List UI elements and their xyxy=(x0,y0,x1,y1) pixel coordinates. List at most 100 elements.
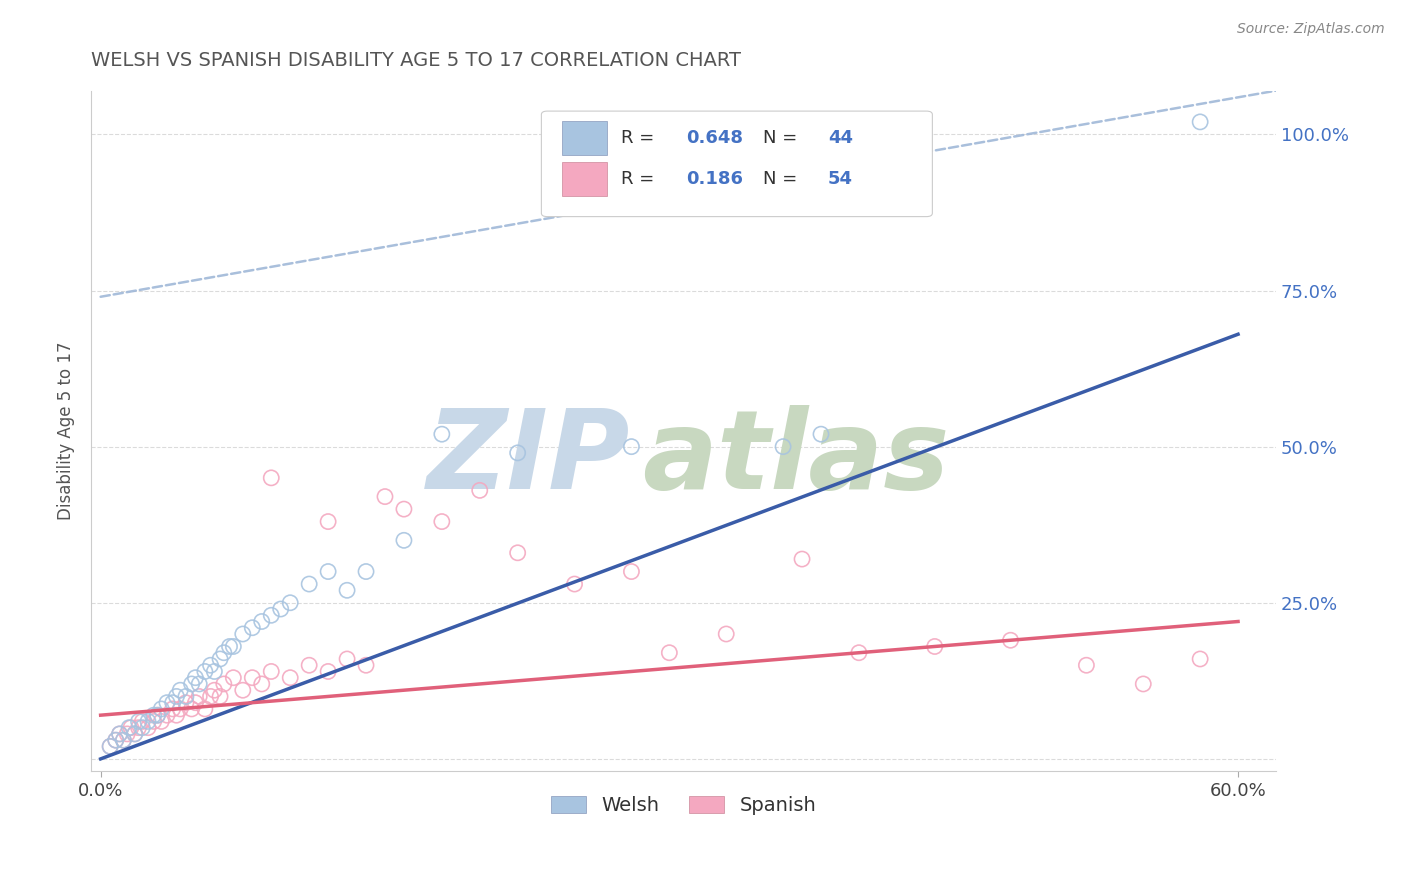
Point xyxy=(354,658,377,673)
Point xyxy=(232,683,254,698)
Point xyxy=(392,533,415,548)
Point xyxy=(162,702,184,716)
Point xyxy=(212,646,235,660)
FancyBboxPatch shape xyxy=(561,121,606,155)
Point xyxy=(270,602,292,616)
Point xyxy=(374,490,396,504)
Point xyxy=(354,565,377,579)
Point xyxy=(180,702,202,716)
Point xyxy=(156,708,179,723)
Point xyxy=(278,671,301,685)
Point xyxy=(194,702,217,716)
Point xyxy=(188,690,211,704)
Point xyxy=(162,696,184,710)
Point xyxy=(506,546,529,560)
Point xyxy=(180,702,202,716)
Point xyxy=(200,690,222,704)
Point xyxy=(112,733,135,747)
Point xyxy=(118,721,141,735)
Point xyxy=(316,565,339,579)
Point xyxy=(108,727,131,741)
Point xyxy=(200,690,222,704)
Text: 54: 54 xyxy=(828,170,853,188)
Point xyxy=(108,727,131,741)
Point xyxy=(620,565,643,579)
Point xyxy=(112,733,135,747)
Point xyxy=(209,652,232,666)
Point xyxy=(146,708,169,723)
Point xyxy=(169,702,191,716)
Point xyxy=(1189,652,1212,666)
Point xyxy=(162,696,184,710)
FancyBboxPatch shape xyxy=(541,112,932,217)
Point xyxy=(202,683,225,698)
Point xyxy=(620,440,643,454)
Point xyxy=(772,440,794,454)
Point xyxy=(131,714,153,729)
Point xyxy=(260,471,283,485)
Point xyxy=(98,739,121,754)
Point xyxy=(128,721,150,735)
Point xyxy=(112,733,135,747)
Point xyxy=(316,515,339,529)
Point xyxy=(506,446,529,460)
Point xyxy=(184,671,207,685)
Legend: Welsh, Spanish: Welsh, Spanish xyxy=(543,788,824,823)
Point xyxy=(142,708,165,723)
Point xyxy=(716,627,738,641)
Point xyxy=(240,671,263,685)
Point xyxy=(848,646,870,660)
Point xyxy=(260,471,283,485)
Point xyxy=(174,690,197,704)
Point xyxy=(260,608,283,623)
Point xyxy=(104,733,127,747)
Point xyxy=(336,583,359,598)
Text: 0.186: 0.186 xyxy=(686,170,742,188)
Point xyxy=(169,683,191,698)
Point xyxy=(104,733,127,747)
Point xyxy=(174,696,197,710)
Point xyxy=(156,708,179,723)
Point xyxy=(260,608,283,623)
Text: 0.648: 0.648 xyxy=(686,129,742,147)
Point xyxy=(150,702,173,716)
Point xyxy=(468,483,491,498)
Point xyxy=(772,440,794,454)
Point xyxy=(260,665,283,679)
Point xyxy=(278,596,301,610)
Point xyxy=(150,702,173,716)
Text: Source: ZipAtlas.com: Source: ZipAtlas.com xyxy=(1237,22,1385,37)
Point xyxy=(260,665,283,679)
Point xyxy=(298,658,321,673)
Point xyxy=(212,677,235,691)
Point xyxy=(202,665,225,679)
Point xyxy=(316,665,339,679)
Point xyxy=(184,671,207,685)
Point xyxy=(790,552,813,566)
Point xyxy=(166,708,188,723)
Point xyxy=(150,714,173,729)
Point xyxy=(209,690,232,704)
Text: R =: R = xyxy=(621,170,659,188)
Point xyxy=(468,483,491,498)
Point xyxy=(104,733,127,747)
Point xyxy=(136,721,159,735)
Point xyxy=(146,708,169,723)
Point xyxy=(924,640,946,654)
Point xyxy=(316,515,339,529)
Point xyxy=(924,640,946,654)
Point xyxy=(209,652,232,666)
Point xyxy=(564,577,586,591)
Point xyxy=(104,733,127,747)
Point xyxy=(142,714,165,729)
Point xyxy=(166,690,188,704)
Point xyxy=(142,708,165,723)
Point xyxy=(156,696,179,710)
Point xyxy=(240,671,263,685)
Point xyxy=(240,621,263,635)
Point xyxy=(118,721,141,735)
Point xyxy=(184,696,207,710)
Point xyxy=(136,721,159,735)
Point xyxy=(848,646,870,660)
Point xyxy=(658,646,681,660)
